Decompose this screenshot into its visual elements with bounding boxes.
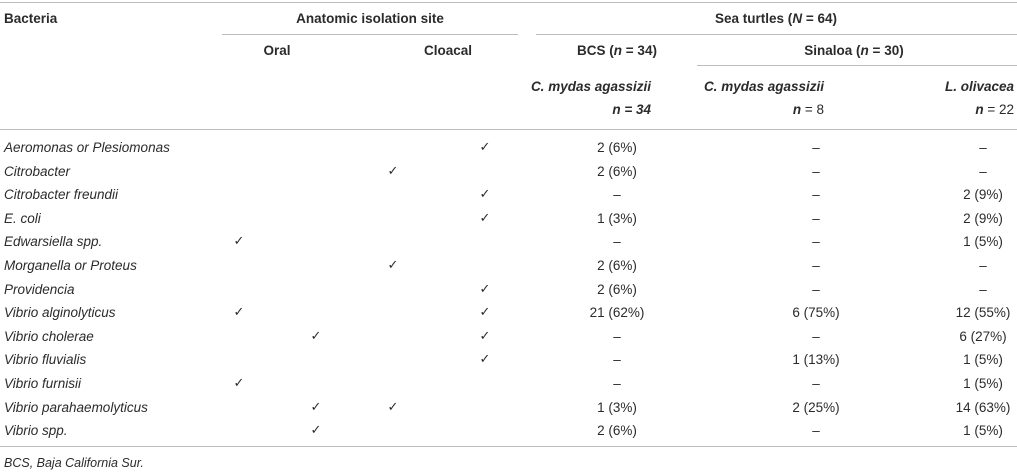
header-n-bcs: n = 34 (612, 102, 651, 117)
header-anatomic-site: Anatomic isolation site (296, 11, 444, 26)
bacteria-name: Providencia (4, 281, 75, 297)
header-species-bcs: C. mydas agassizii (530, 79, 651, 94)
sinaloa-cm-count: 1 (13%) (792, 352, 840, 368)
check-icon: ✓ (233, 376, 245, 391)
table-bottom-rule (0, 446, 1017, 447)
check-icon: ✓ (479, 140, 491, 155)
check-icon: ✓ (387, 399, 399, 415)
sinaloa-cm-count: 2 (25%) (792, 399, 840, 415)
check-icon: ✓ (310, 328, 322, 344)
bcs-count: 2 (6%) (597, 281, 637, 297)
sinaloa-cm-count: – (812, 187, 820, 203)
check-icon: ✓ (479, 281, 491, 297)
bacteria-name: Vibrio cholerae (4, 328, 94, 344)
sinaloa-cm-count: – (812, 258, 820, 273)
header-oral: Oral (263, 43, 291, 58)
bacteria-name: Vibrio alginolyticus (4, 305, 116, 321)
sinaloa-cm-count: – (812, 376, 820, 391)
top-rule (0, 2, 1017, 3)
bacteria-name: Vibrio fluvialis (4, 352, 87, 368)
sinaloa-cm-count: – (812, 163, 820, 179)
check-icon: ✓ (310, 423, 322, 439)
sinaloa-lo-count: 1 (5%) (963, 352, 1003, 368)
sinaloa-cm-count: – (812, 210, 820, 226)
anatomic-site-rule (222, 34, 518, 35)
bacteria-name: Vibrio spp. (4, 423, 68, 439)
check-icon: ✓ (387, 163, 399, 179)
bcs-count: 2 (6%) (597, 140, 637, 155)
sinaloa-lo-count: 2 (9%) (963, 187, 1003, 203)
bcs-count: – (613, 187, 621, 203)
header-n-sinaloa-cm: n = 8 (792, 102, 824, 117)
sinaloa-cm-count: – (812, 140, 820, 155)
check-icon: ✓ (479, 187, 491, 203)
bcs-count: – (613, 376, 621, 391)
bacteria-name: Morganella or Proteus (4, 258, 137, 273)
header-species-sinaloa-cm: C. mydas agassizii (703, 79, 824, 94)
sinaloa-lo-count: 1 (5%) (963, 234, 1003, 250)
bcs-count: – (613, 328, 621, 344)
bacteria-name: Aeromonas or Plesiomonas (4, 140, 170, 155)
header-n-sinaloa-lo: n = 22 (975, 102, 1014, 117)
header-cloacal: Cloacal (423, 43, 473, 58)
check-icon: ✓ (233, 305, 245, 321)
bcs-count: – (613, 234, 621, 250)
sinaloa-lo-count: – (979, 163, 987, 179)
sinaloa-cm-count: – (812, 328, 820, 344)
sinaloa-cm-count: – (812, 281, 820, 297)
check-icon: ✓ (310, 399, 322, 415)
footnote: BCS, Baja California Sur. (4, 456, 144, 470)
sinaloa-cm-count: – (812, 234, 820, 250)
sinaloa-lo-count: – (979, 281, 987, 297)
bcs-count: – (613, 352, 621, 368)
bacteria-name: E. coli (4, 210, 41, 226)
sinaloa-lo-count: 2 (9%) (963, 210, 1003, 226)
sinaloa-lo-count: 1 (5%) (963, 376, 1003, 391)
check-icon: ✓ (479, 210, 491, 226)
bacteria-name: Vibrio parahaemolyticus (4, 399, 148, 415)
check-icon: ✓ (479, 352, 491, 368)
header-bcs: BCS (n = 34) (577, 43, 657, 58)
sinaloa-rule (697, 65, 1017, 66)
sinaloa-lo-count: 1 (5%) (963, 423, 1003, 439)
sinaloa-cm-count: – (812, 423, 820, 439)
sinaloa-cm-count: 6 (75%) (792, 305, 840, 321)
sinaloa-lo-count: 12 (55%) (955, 305, 1011, 321)
sinaloa-lo-count: – (979, 140, 987, 155)
check-icon: ✓ (479, 305, 491, 321)
check-icon: ✓ (479, 328, 491, 344)
bcs-count: 2 (6%) (597, 163, 637, 179)
bacteria-name: Citrobacter (4, 163, 71, 179)
header-sea-turtles: Sea turtles (N = 64) (715, 11, 837, 26)
sinaloa-lo-count: 14 (63%) (955, 399, 1011, 415)
bacteria-name: Citrobacter freundii (4, 187, 119, 203)
header-bacteria: Bacteria (4, 11, 58, 26)
bcs-count: 1 (3%) (597, 210, 637, 226)
sinaloa-lo-count: – (979, 258, 987, 273)
header-sinaloa: Sinaloa (n = 30) (804, 43, 904, 58)
bcs-count: 1 (3%) (597, 399, 637, 415)
bcs-count: 2 (6%) (597, 423, 637, 439)
check-icon: ✓ (387, 258, 399, 273)
header-bottom-rule (0, 129, 1017, 130)
sinaloa-lo-count: 6 (27%) (959, 328, 1007, 344)
bacteria-name: Vibrio furnisii (4, 376, 82, 391)
header-species-sinaloa-lo: L. olivacea (944, 79, 1014, 94)
bcs-count: 2 (6%) (597, 258, 637, 273)
sea-turtles-rule (536, 34, 1017, 35)
check-icon: ✓ (233, 234, 245, 250)
bcs-count: 21 (62%) (589, 305, 645, 321)
bacteria-name: Edwarsiella spp. (4, 234, 103, 250)
